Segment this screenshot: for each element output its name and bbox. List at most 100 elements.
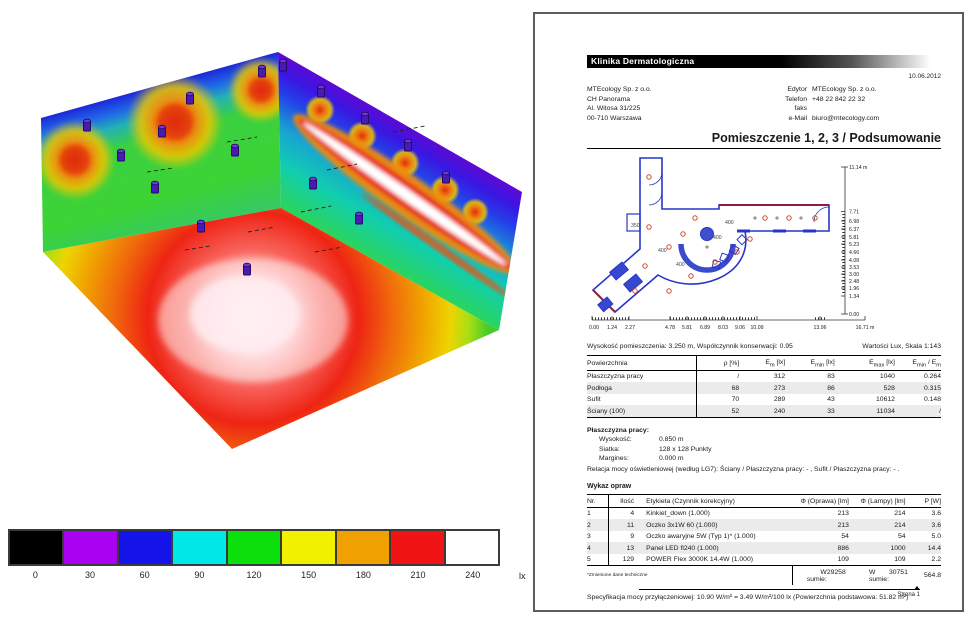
svg-text:11.14 m: 11.14 m [849,165,867,171]
legend-swatch-120 [227,531,283,564]
svg-text:3.53: 3.53 [849,265,859,271]
svg-text:6.98: 6.98 [849,219,859,225]
cell: 240 [739,405,786,418]
workplane-row: Wysokość: 0.850 m [587,435,941,445]
cell: 3 [587,530,609,543]
col-flux-lamps: Φ (Lampy) [lm] [848,494,906,508]
cell: 214 [848,519,906,531]
project-title-bar: Klinika Dermatologiczna [587,55,941,68]
contact-value: +48 22 842 22 32 [812,95,866,103]
page-footer: Strona 1 [639,586,920,598]
wp-label: Wysokość: [599,436,632,444]
svg-text:5.81: 5.81 [682,325,692,331]
svg-text:1.34: 1.34 [849,294,859,300]
legend-value-labels: 0 30 60 90 120 150 180 210 240 [8,570,500,580]
cell: 54 [898,533,906,541]
contact-row: e-Mail biuro@mtecology.com [773,114,941,124]
y-axis [841,166,848,315]
cell: 273 [739,382,786,394]
luminaire-cylinder [186,91,194,105]
legend-label: 90 [194,570,205,580]
luminaire-cylinder [243,262,251,276]
cell: 0.148 [923,396,941,404]
cell: 2 [587,519,609,531]
cell: 3.6 [931,510,941,518]
table-row: 5 129 POWER Flex 3000K 14.4W (1.000) 109… [587,553,941,566]
workplane-row: Margines: 0.000 m [587,454,941,464]
workplane-row: Siatka: 128 x 128 Punkty [587,445,941,455]
col-surface: Powierzchnia [587,355,698,371]
power-spec-line: Specyfikacja mocy przyłączeniowej: 10.90… [587,593,909,601]
cell: 1040 [879,373,895,381]
cell: / [894,405,941,418]
cell: Oczko 3x1W 60 (1.000) [640,519,793,531]
table-row: Podłoga 68 273 86 528 0.315 [587,382,941,394]
col-nr: Nr. [587,494,609,508]
cell: 109 [894,556,906,564]
total-label: W sumie: [868,568,889,583]
room-height-info: Wysokość pomieszczenia: 3.250 m, Współcz… [587,343,793,350]
svg-text:9.06: 9.06 [735,325,745,331]
company-line: CH Panorama [587,95,631,103]
door-arcs [648,171,830,223]
svg-text:16.71 m: 16.71 m [856,325,875,331]
col-qty: Ilość [608,494,641,508]
power-relation-line: Relacja mocy oświetleniowej (według LG7)… [587,465,900,473]
cell: 86 [785,382,835,394]
svg-text:350: 350 [631,223,640,229]
cell: 312 [773,373,786,381]
svg-text:4.08: 4.08 [849,258,859,264]
cell: / [737,373,740,381]
page-title: Pomieszczenie 1, 2, 3 / Podsumowanie [587,131,941,149]
col-label: Etykieta (Czynnik korekcyjny) [640,494,793,508]
col-emax: Emax [lx] [834,355,895,371]
cell: Oczko awaryjne 5W (Typ 1)* (1.000) [646,533,756,541]
totals-row: *Zmienione dane techniczne W sumie: 2925… [587,565,941,585]
workplane-block: Płaszczyzna pracy: Wysokość: 0.850 m Sia… [587,426,941,475]
col-uniformity: Emin / Em [894,355,941,371]
y-axis-labels: 11.14 m 7.71 6.98 6.37 5.81 5.23 4.66 4.… [849,165,867,318]
svg-text:1.24: 1.24 [607,325,617,331]
svg-text:4.66: 4.66 [849,250,859,256]
floor-plan: 350 400 400 400 400 [587,154,941,342]
wall-niche [626,213,641,232]
wp-value: 0.850 m [659,436,684,444]
luminaire-cylinders [83,58,450,276]
cell: 3.6 [905,519,941,531]
legend-label: 30 [85,570,96,580]
contact-label: Edytor [787,86,807,93]
footer-triangle-icon [914,586,920,590]
right-wall [278,52,522,330]
reception-desk [678,243,736,273]
total-value: 29258 [826,568,846,576]
contact-row: faks [773,104,941,114]
svg-text:5.81: 5.81 [849,235,859,241]
legend-swatch-60 [118,531,174,564]
legend-unit-label: lx [519,571,526,581]
cell: 1000 [848,542,906,554]
luminaire-cylinder [279,58,287,72]
contact-row: Telefon +48 22 842 22 32 [773,95,941,105]
table-row: 2 11 Oczko 3x1W 60 (1.000) 213 214 3.6 [587,519,941,531]
left-wall-hotspots [41,57,281,200]
company-line: MTEcology Sp. z o.o. [587,86,652,93]
luminaire-cylinder [258,64,266,78]
company-line: 00-710 Warszawa [587,114,642,122]
svg-text:2.27: 2.27 [625,325,635,331]
cell: 213 [837,510,849,518]
cell: 14.4 [905,542,941,554]
luminaire-cylinder [404,138,412,152]
wp-label: Siatka: [599,445,620,453]
cell: 109 [837,556,849,564]
svg-text:6.89: 6.89 [700,325,710,331]
lux-scale-legend: 0 30 60 90 120 150 180 210 240 lx [8,529,526,581]
total-power: 564.8 [905,565,941,585]
table-row: Sufit 70 289 43 10612 0.148 [587,393,941,406]
luminaire-cylinder [355,211,363,225]
contact-value: biuro@mtecology.com [812,114,880,122]
wp-value: 128 x 128 Punkty [659,445,712,453]
cell: 83 [827,373,835,381]
cell: 33 [785,405,835,418]
cell: 213 [792,519,849,531]
cell: 5.0 [931,533,941,541]
